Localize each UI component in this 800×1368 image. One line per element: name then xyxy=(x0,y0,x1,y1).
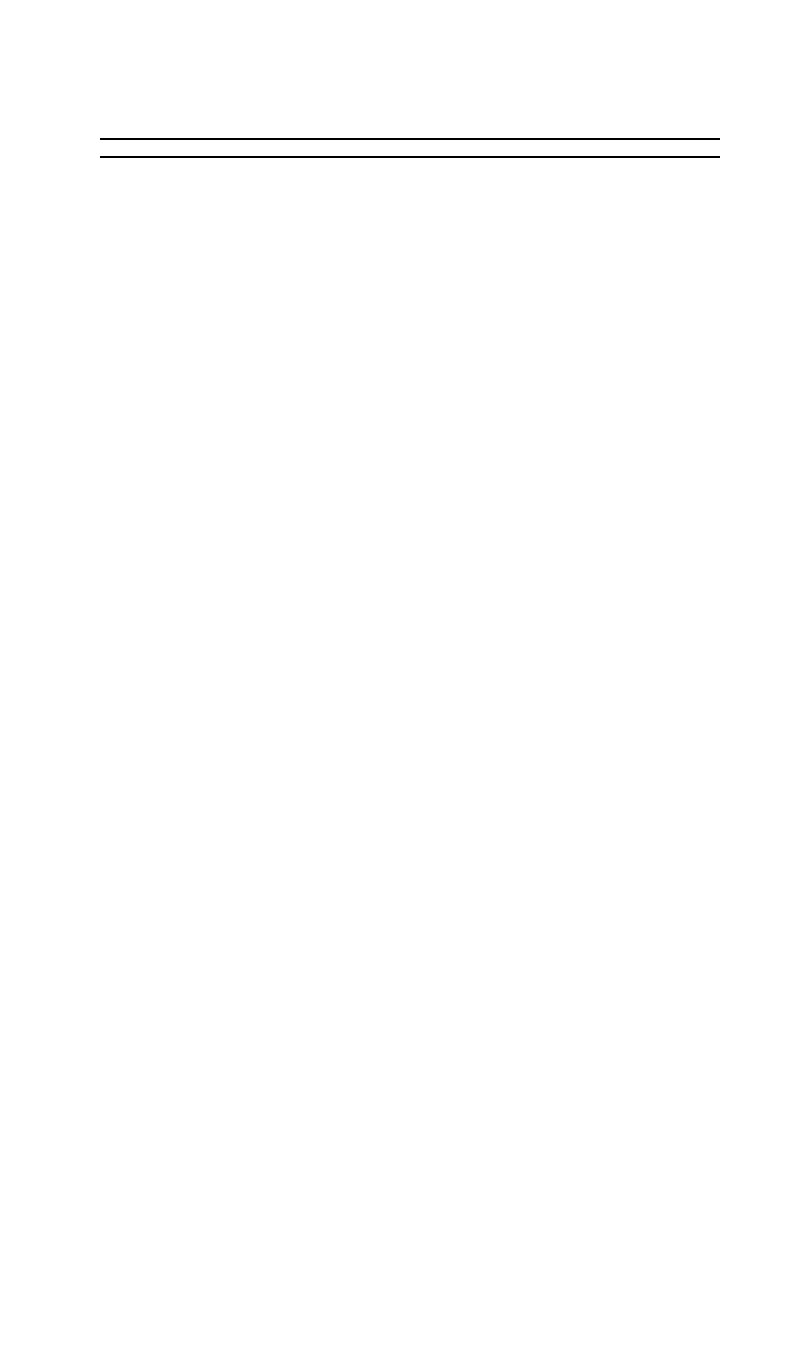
notices-table xyxy=(100,138,720,162)
